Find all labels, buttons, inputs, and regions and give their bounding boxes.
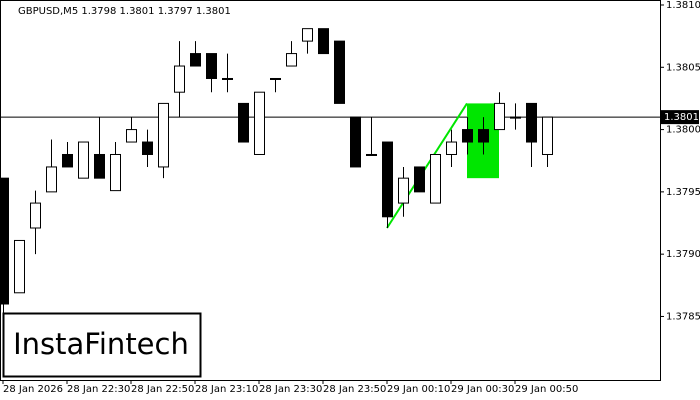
candle-body: [350, 116, 361, 168]
candle-body: [254, 91, 265, 155]
candle-body: [430, 153, 441, 204]
candle-body: [94, 153, 105, 179]
y-tick-label: 1.3805: [666, 62, 700, 73]
candle-body: [382, 141, 393, 218]
candle-body: [110, 153, 121, 192]
y-tick-label: 1.3810: [666, 0, 700, 11]
candle-body: [238, 102, 249, 143]
candle-body: [0, 177, 9, 305]
y-tick-label: 1.3785: [666, 311, 700, 322]
candle-body: [142, 141, 153, 155]
candle-body: [62, 153, 73, 168]
candle-body: [334, 40, 345, 104]
candle-body: [446, 141, 457, 155]
candle-body: [510, 116, 521, 119]
candle-body: [462, 129, 473, 143]
x-tick-label: 28 Jan 22:30: [67, 384, 130, 395]
x-tick-label: 28 Jan 23:50: [323, 384, 386, 395]
candle-body: [190, 53, 201, 67]
x-tick-label: 29 Jan 00:30: [451, 384, 514, 395]
candle-body: [366, 153, 377, 156]
price-label: 1.3801: [664, 112, 699, 123]
candle-body: [414, 166, 425, 193]
y-tick-label: 1.3790: [666, 249, 700, 260]
y-tick-label: 1.3800: [666, 125, 700, 136]
x-tick-label: 29 Jan 00:50: [515, 384, 578, 395]
candle-body: [542, 116, 553, 155]
candle-body: [526, 102, 537, 143]
candle-body: [174, 65, 185, 93]
candle-body: [222, 77, 233, 80]
candle-body: [302, 28, 313, 42]
logo: InstaFintech: [13, 327, 189, 361]
candle-body: [158, 102, 169, 168]
x-tick-label: 29 Jan 00:10: [387, 384, 450, 395]
candle-body: [286, 53, 297, 67]
candle-body: [14, 239, 25, 294]
candle-body: [30, 202, 41, 229]
x-tick-label: 28 Jan 22:50: [131, 384, 194, 395]
chart-title: GBPUSD,M5 1.3798 1.3801 1.3797 1.3801: [18, 6, 231, 17]
candle-body: [270, 77, 281, 80]
candle-body: [46, 166, 57, 193]
x-tick-label: 28 Jan 2026: [3, 384, 63, 395]
candle-body: [494, 102, 505, 131]
candle-body: [398, 177, 409, 204]
y-tick-label: 1.3795: [666, 187, 700, 198]
candle-body: [206, 53, 217, 79]
x-tick-label: 28 Jan 23:30: [259, 384, 322, 395]
candle-body: [126, 129, 137, 143]
x-tick-label: 28 Jan 23:10: [195, 384, 258, 395]
logo-box: [2, 312, 202, 378]
candle-body: [478, 129, 489, 143]
price-label-box: [661, 110, 699, 125]
candle-body: [318, 28, 329, 55]
pattern-line: [386, 102, 468, 229]
candle-body: [78, 141, 89, 179]
